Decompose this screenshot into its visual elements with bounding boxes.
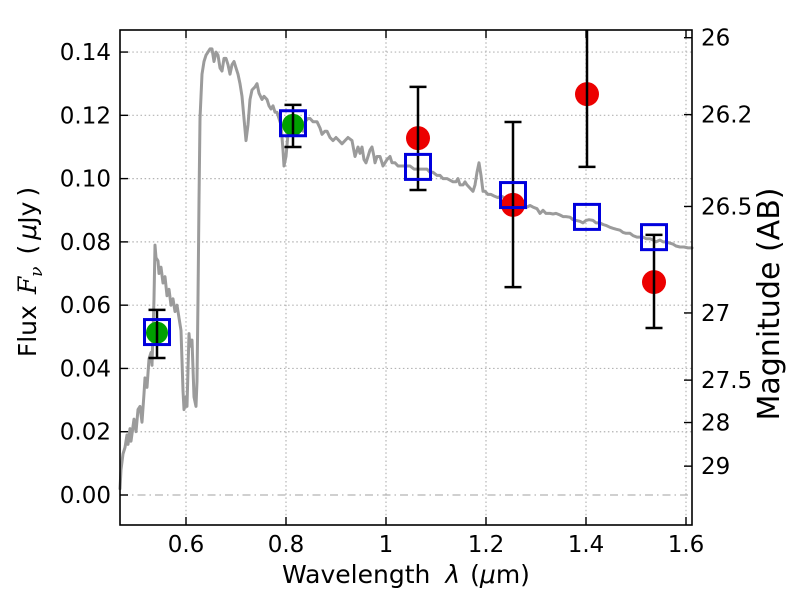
plot-frame	[119, 29, 693, 526]
x-axis-label-word: Wavelength	[282, 560, 430, 589]
x-tick-label: 0.6	[168, 532, 205, 558]
y-left-tick-label: 0.06	[60, 293, 111, 319]
y-right-tick-label: 28	[701, 411, 730, 437]
model-photometry-point	[640, 223, 668, 252]
model-spectrum-line	[118, 47, 694, 491]
x-axis-label-close: m)	[496, 560, 530, 589]
y-right-tick-label: 26.5	[701, 194, 752, 220]
y-left-label-word: Flux	[13, 305, 42, 357]
y-left-label-F: F	[13, 275, 42, 295]
y-right-tick-label: 26.2	[701, 103, 752, 129]
x-tick-label: 1.6	[668, 532, 705, 558]
x-axis-label-lambda: λ	[443, 560, 460, 589]
y-right-tick-label: 29	[701, 454, 730, 480]
y-left-label-unit: Jy	[13, 201, 42, 225]
model-photometry-point	[404, 152, 432, 181]
series-layer	[118, 30, 694, 491]
model-photometry-point	[143, 318, 171, 347]
y-left-label-nu-subscript: ν	[27, 266, 47, 276]
y-left-label-mu: μ	[13, 224, 42, 241]
axes-frame-layer	[119, 29, 693, 526]
y-axis-label-right: Magnitude (AB)	[752, 188, 787, 421]
y-left-label-open-paren: (	[13, 245, 42, 255]
y-left-label-close-paren: )	[13, 187, 42, 197]
grid-layer	[120, 30, 692, 525]
tick-label-layer: 0.6 0.8 1 1.2 1.4 1.6 0.00 0.02 0.04 0.06 0.08 0.10…	[60, 26, 752, 558]
y-axis-label-left: Flux Fν ( μJy)	[13, 187, 47, 357]
model-photometry-point	[279, 109, 307, 138]
model-photometry-point	[499, 181, 527, 210]
x-tick-label: 1.2	[468, 532, 505, 558]
x-tick-label: 1.4	[568, 532, 605, 558]
y-right-tick-label: 27	[701, 301, 730, 327]
y-left-tick-label: 0.02	[60, 420, 111, 446]
x-axis-label-mu: μ	[479, 560, 496, 589]
y-left-tick-label: 0.00	[60, 483, 111, 509]
x-axis-label: Wavelength λ (μm)	[282, 560, 530, 589]
y-left-tick-label: 0.10	[60, 167, 111, 193]
model-photometry-point	[573, 202, 601, 231]
x-axis-label-open-paren: (	[470, 560, 480, 589]
y-right-tick-label: 27.5	[701, 368, 752, 394]
y-right-tick-label: 26	[701, 26, 730, 52]
y-left-tick-label: 0.14	[60, 40, 111, 66]
x-tick-label: 0.8	[268, 532, 305, 558]
y-left-tick-label: 0.08	[60, 230, 111, 256]
x-tick-label: 1	[379, 532, 394, 558]
y-left-tick-label: 0.12	[60, 103, 111, 129]
y-left-tick-label: 0.04	[60, 356, 111, 382]
